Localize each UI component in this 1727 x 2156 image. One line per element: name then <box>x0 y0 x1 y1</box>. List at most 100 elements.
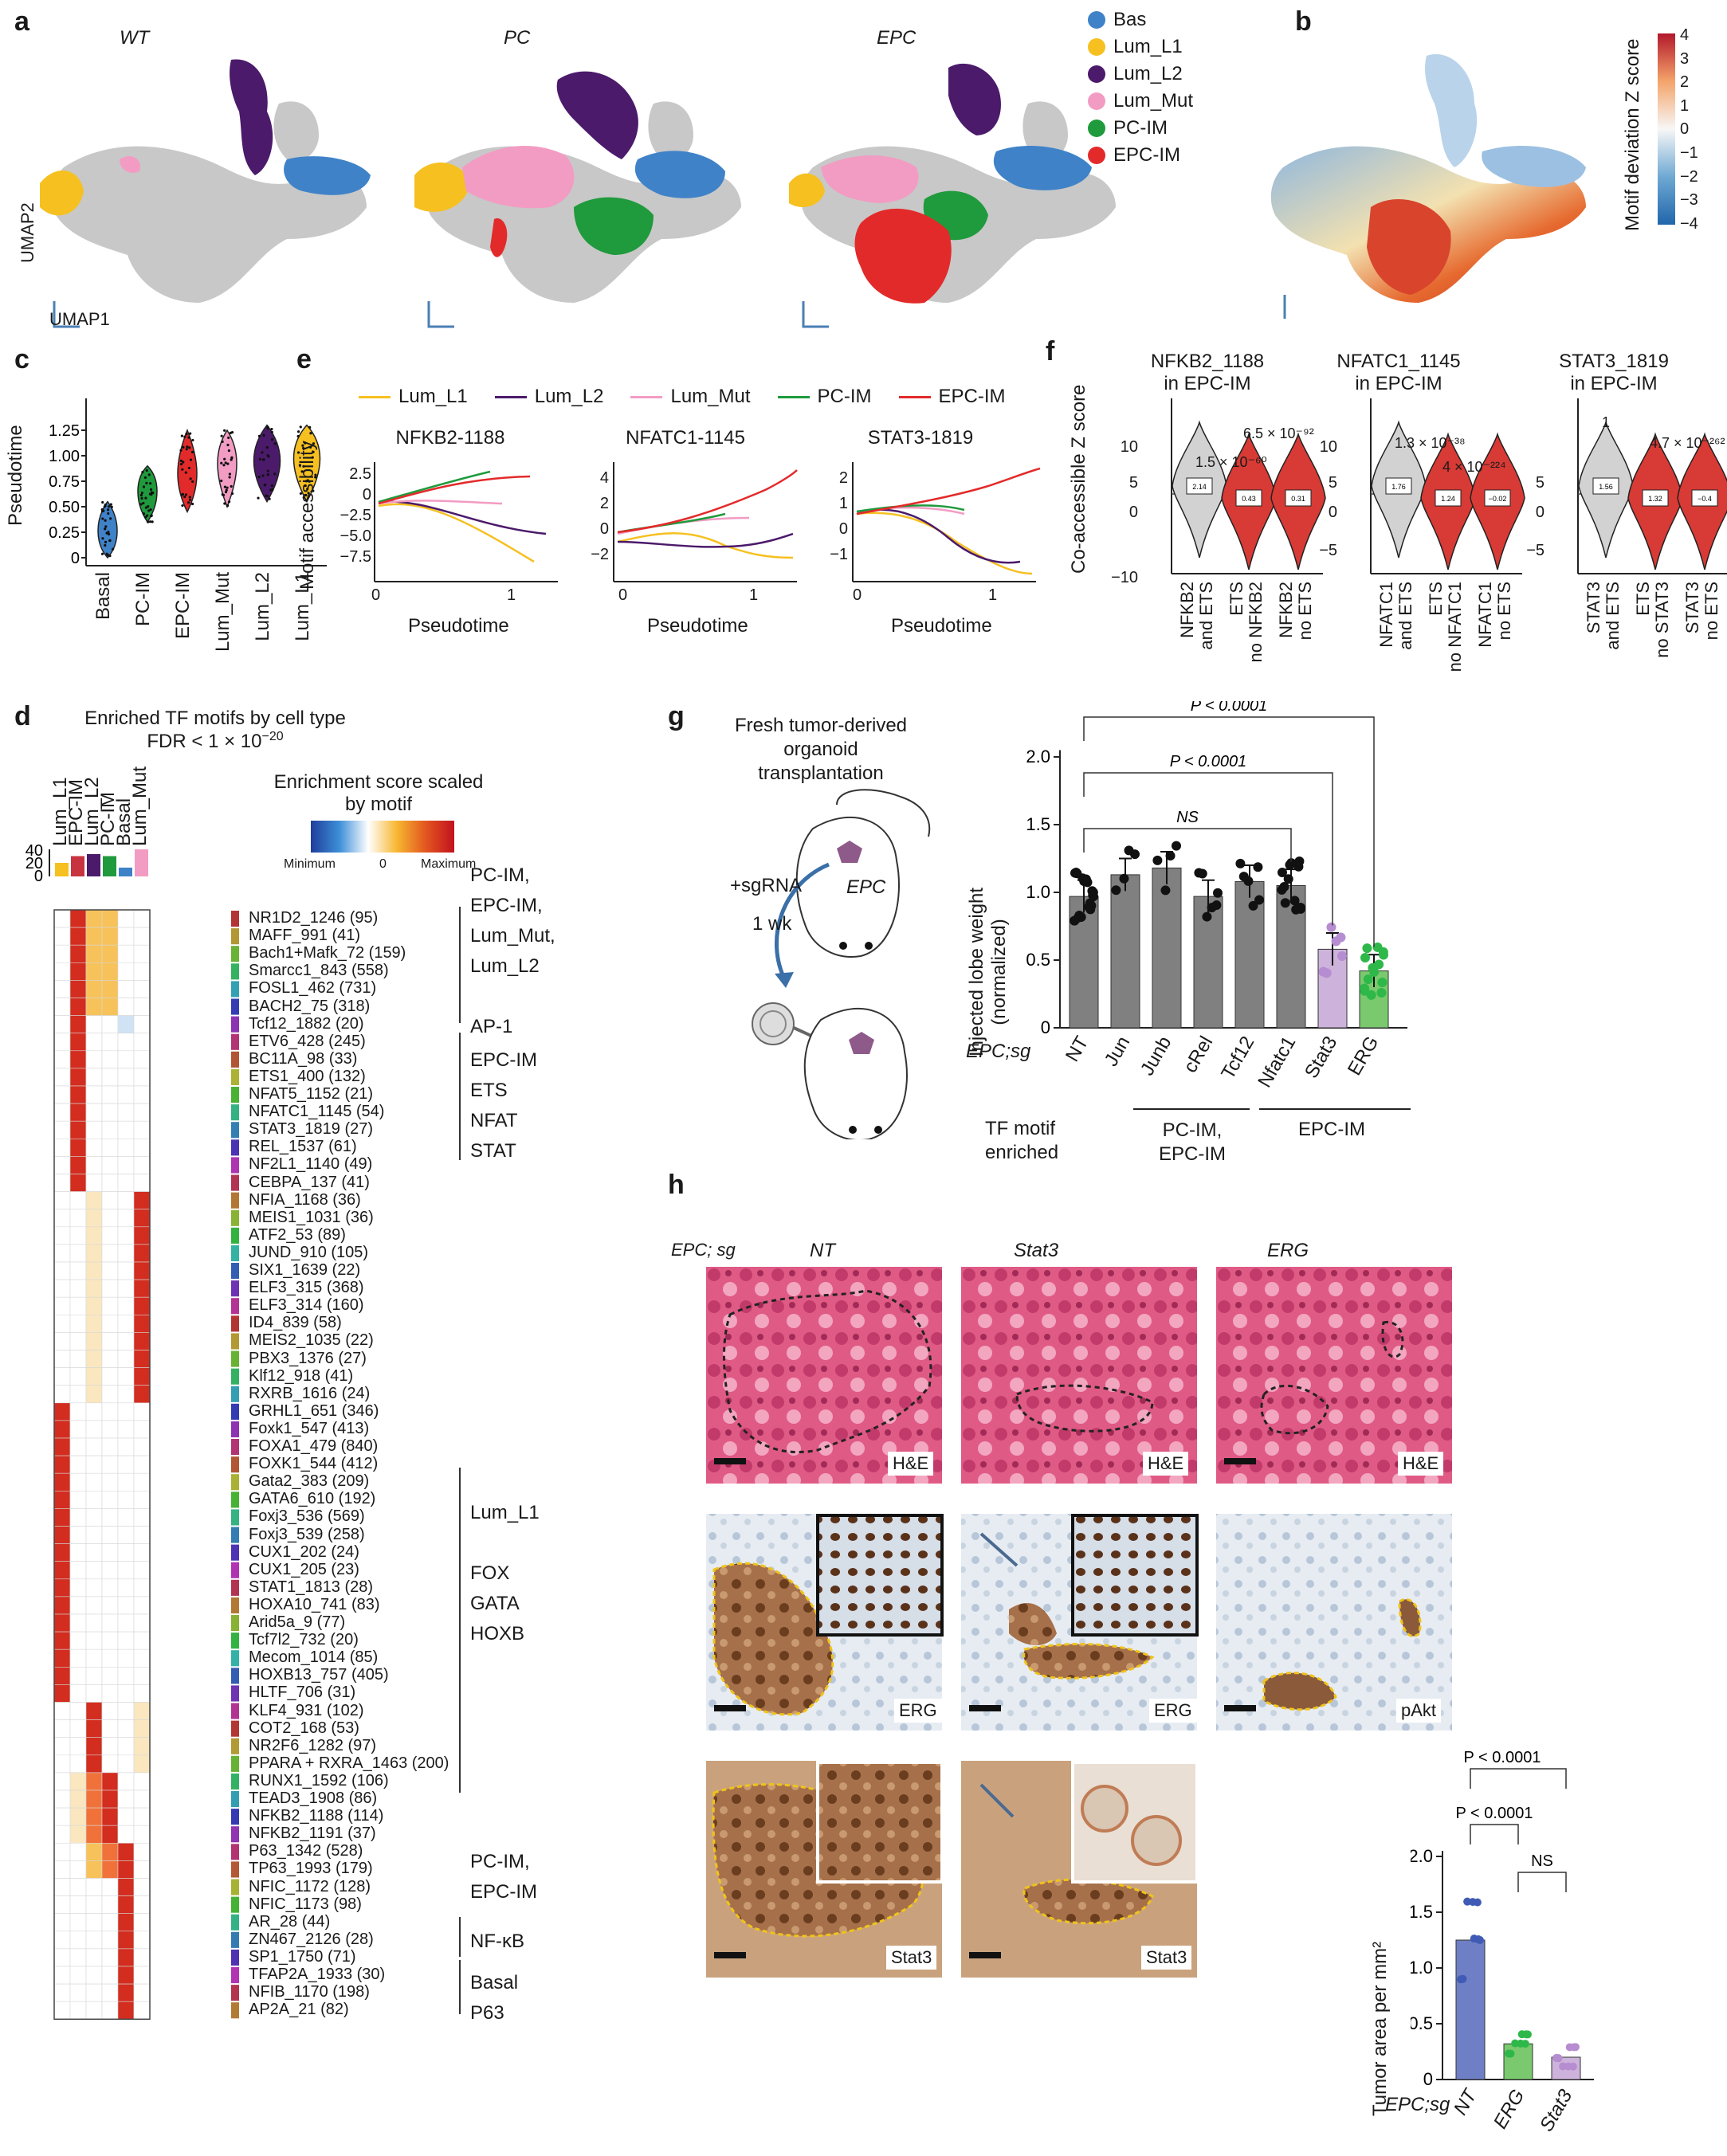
d-heatmap-cell <box>54 1051 70 1068</box>
d-heatmap-cell <box>70 1703 86 1720</box>
d-row-swatch <box>231 1844 239 1860</box>
d-motif-label: NF2L1_1140 (49) <box>249 1155 372 1173</box>
g-point <box>1337 951 1347 961</box>
d-heatmap-cell <box>118 927 134 945</box>
umap-title-pc: PC <box>504 27 530 49</box>
f-ytick: 0 <box>1506 504 1544 522</box>
d-heatmap-cell <box>54 910 70 927</box>
d-heatmap-cell <box>118 1773 134 1790</box>
panel-letter-d: d <box>14 701 31 732</box>
d-heatmap-cell <box>86 1614 102 1632</box>
d-row-swatch <box>231 911 239 927</box>
g-point <box>1160 885 1170 895</box>
d-heatmap-cell <box>134 1086 150 1103</box>
e-plot-nfkb2 <box>375 462 558 582</box>
d-heatmap-cell <box>54 1684 70 1702</box>
d-heatmap-cell <box>102 1421 118 1438</box>
d-row-swatch <box>231 1439 239 1455</box>
d-heatmap-cell <box>54 1773 70 1790</box>
h-point <box>1474 1899 1482 1907</box>
d-heatmap-cell <box>70 1667 86 1684</box>
f-pvalue-1: 1 <box>1602 414 1610 431</box>
d-heatmap-cell <box>102 945 118 962</box>
d-row-swatch <box>231 1228 239 1244</box>
legend-label-lum-l1: Lum_L1 <box>1113 36 1183 58</box>
e-xtick-3-1: 1 <box>988 586 997 605</box>
d-motif-label: NFIB_1170 (198) <box>249 1983 370 2001</box>
d-heatmap-cell <box>86 927 102 945</box>
d-heatmap-cell <box>86 1103 102 1121</box>
d-heatmap-cell <box>118 1456 134 1473</box>
d-row-swatch <box>231 1633 239 1648</box>
d-heatmap-cell <box>102 1790 118 1808</box>
d-row-swatch <box>231 1967 239 1983</box>
d-heatmap-cell <box>70 1086 86 1103</box>
d-heatmap-cell <box>70 1684 86 1702</box>
d-heatmap-cell <box>134 1051 150 1068</box>
d-heatmap-cell <box>118 1931 134 1949</box>
c-xtick: Lum_Mut <box>212 572 234 652</box>
d-heatmap-cell <box>86 1086 102 1103</box>
g-point <box>1081 874 1091 884</box>
d-heatmap-cell <box>54 1790 70 1808</box>
d-motif-label: ETV6_428 (245) <box>249 1033 366 1050</box>
d-heatmap-cell <box>70 1597 86 1614</box>
g-point <box>1249 901 1258 911</box>
d-heatmap-cell <box>134 1139 150 1156</box>
g-point <box>1367 990 1376 1000</box>
img-label: H&E <box>1398 1452 1443 1476</box>
d-heatmap-cell <box>70 1068 86 1086</box>
d-heatmap-cell <box>102 1491 118 1508</box>
d-bar <box>55 863 69 876</box>
d-heatmap-cell <box>70 1632 86 1649</box>
d-row-swatch <box>231 1897 239 1913</box>
g-point <box>1369 967 1379 977</box>
d-motif-label: KLF4_931 (102) <box>249 1702 364 1719</box>
d-heatmap-cell <box>118 1738 134 1755</box>
d-row-swatch <box>231 1527 239 1543</box>
d-heatmap-cell <box>118 1139 134 1156</box>
d-motif-label: BACH2_75 (318) <box>249 998 370 1015</box>
d-heatmap-cell <box>86 1473 102 1491</box>
d-bar <box>135 849 148 876</box>
d-heatmap-cell <box>102 1703 118 1720</box>
d-heatmap-cell <box>134 1280 150 1297</box>
d-row-swatch <box>231 1157 239 1173</box>
legend-dot-lum-mut <box>1088 92 1105 110</box>
d-heatmap-cell <box>54 1614 70 1632</box>
e-yticks-3: 2 1 0 −1 <box>819 465 848 567</box>
d-motif-label: FOXK1_544 (412) <box>249 1455 378 1472</box>
d-heatmap-cell <box>54 1562 70 1579</box>
d-heatmap-cell <box>118 1808 134 1825</box>
d-heatmap-cell <box>54 1860 70 1878</box>
d-motif-label: HOXB13_757 (405) <box>249 1666 389 1684</box>
d-heatmap-cell <box>70 927 86 945</box>
d-heatmap-cell <box>102 1597 118 1614</box>
d-heatmap-cell <box>54 962 70 980</box>
d-heatmap-cell <box>54 1667 70 1684</box>
d-heatmap-cell <box>86 1016 102 1033</box>
g-diagram-title: Fresh tumor-derived organoid transplantati… <box>717 714 924 786</box>
c-xticks: Basal PC-IM EPC-IM Lum_Mut Lum_L2 Lum_L1 <box>75 572 330 692</box>
d-heatmap-cell <box>86 1456 102 1473</box>
h-ytick: 1.0 <box>1411 1958 1433 1978</box>
g-point <box>1362 943 1372 953</box>
f-ytick: 0 <box>1299 504 1337 522</box>
d-heatmap-cell <box>70 1720 86 1738</box>
d-heatmap-cell <box>54 1808 70 1825</box>
d-motif-label: AR_28 (44) <box>249 1913 330 1931</box>
img-label: Stat3 <box>1141 1946 1191 1970</box>
h-bar-nt <box>1456 1940 1485 2080</box>
mouse-bottom <box>805 1009 907 1139</box>
d-motif-label: PBX3_1376 (27) <box>249 1350 367 1367</box>
c-ytick: 0 <box>71 550 80 567</box>
d-row-swatch <box>231 1210 239 1226</box>
d-heatmap-cell <box>86 1508 102 1526</box>
d-motif-label: ELF3_315 (368) <box>249 1279 364 1296</box>
d-motif-label: ETS1_400 (132) <box>249 1068 366 1085</box>
d-bar <box>87 854 100 876</box>
d-motif-label: TEAD3_1908 (86) <box>249 1789 377 1807</box>
g-point <box>1074 911 1084 920</box>
d-row-swatch <box>231 1104 239 1120</box>
d-heatmap-cell <box>70 1738 86 1755</box>
